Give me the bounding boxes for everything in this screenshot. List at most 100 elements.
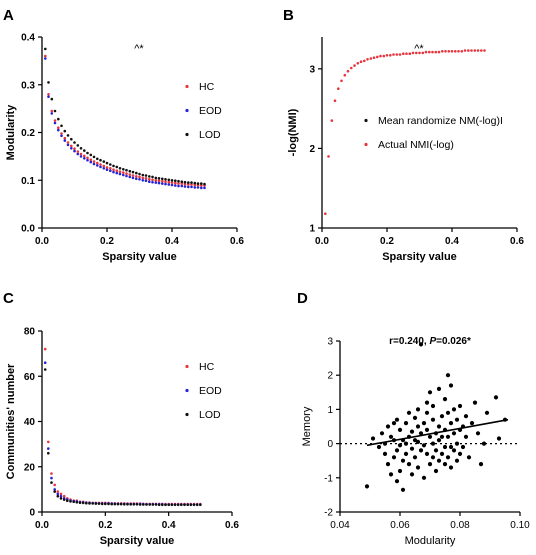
data-point [409, 429, 415, 434]
data-point-eod [115, 171, 119, 175]
data-point-eod [196, 186, 200, 189]
data-point [436, 386, 442, 391]
data-point-eod [89, 160, 93, 164]
legend-marker [364, 142, 368, 147]
data-point-eod [187, 185, 190, 189]
data-point-lod [176, 503, 180, 507]
data-point [376, 444, 382, 450]
data-point-actual-nmi-log- [447, 50, 451, 53]
y-axis-title: -log(NMI) [287, 108, 299, 156]
data-point-lod [193, 181, 197, 185]
data-point-eod [167, 183, 171, 186]
data-point [442, 462, 448, 467]
data-point-eod [161, 182, 164, 185]
data-point-eod [122, 173, 125, 177]
data-point-lod [86, 151, 89, 155]
data-point-actual-nmi-log- [408, 52, 412, 55]
data-point [430, 441, 436, 446]
data-point-lod [129, 503, 132, 506]
data-point-eod [135, 177, 138, 181]
data-point-hc [76, 150, 80, 153]
data-point-lod [123, 503, 126, 506]
data-point [424, 451, 430, 456]
data-point-eod [53, 121, 57, 125]
data-point-lod [53, 109, 57, 113]
data-point-actual-nmi-log- [454, 50, 457, 53]
panel-c: C 0.0 0.2 0.4 0.6 0 20 40 60 80 Sparsity value Comm… [3, 290, 239, 547]
data-point-lod [177, 179, 180, 183]
data-point-actual-nmi-log- [395, 53, 399, 56]
data-point-eod [102, 167, 106, 170]
data-point-hc [174, 181, 177, 185]
data-point [397, 443, 403, 448]
data-point-hc [200, 184, 203, 187]
data-point-eod [47, 95, 50, 98]
data-point-hc [62, 494, 66, 498]
significance-annotation: ^* [134, 43, 144, 55]
data-point-hc [118, 170, 122, 173]
data-point-lod [167, 178, 171, 182]
data-point-lod [192, 503, 196, 507]
y-tick-label: -2 [324, 508, 333, 519]
data-point-hc [102, 164, 106, 168]
x-tick-label: 0.4 [162, 520, 176, 531]
data-point-lod [119, 502, 123, 506]
data-point-eod [44, 57, 47, 60]
data-point-lod [60, 124, 63, 128]
data-point-eod [112, 170, 115, 174]
data-point-lod [122, 168, 125, 171]
data-point [412, 455, 418, 460]
legend-label: EOD [199, 385, 222, 397]
data-point-lod [81, 501, 85, 505]
y-tick-label: 0 [29, 508, 35, 519]
data-point [391, 455, 397, 460]
data-point [403, 441, 409, 446]
data-point-lod [100, 502, 104, 506]
y-tick-label: 2 [309, 144, 315, 155]
data-point-actual-nmi-log- [480, 49, 483, 52]
x-tick-label: 0.2 [380, 236, 394, 247]
data-point-actual-nmi-log- [431, 50, 434, 54]
data-point-lod [167, 503, 170, 507]
data-point-eod [148, 180, 151, 183]
y-tick-label: 0.0 [21, 224, 35, 235]
data-point-hc [83, 154, 86, 158]
data-point-actual-nmi-log- [385, 54, 389, 57]
data-point-lod [70, 137, 73, 141]
data-point-actual-nmi-log- [346, 69, 350, 73]
data-point-hc [66, 141, 70, 144]
data-point-eod [183, 185, 187, 188]
data-point-lod [47, 81, 50, 84]
data-point-actual-nmi-log- [473, 49, 477, 52]
legend-label: Actual NMI(-log) [378, 139, 454, 151]
data-point-lod [144, 174, 148, 177]
data-point-actual-nmi-log- [379, 54, 382, 58]
data-point [472, 400, 478, 405]
y-tick-label: 1 [309, 224, 315, 235]
data-point [460, 444, 466, 450]
data-point-actual-nmi-log- [441, 50, 444, 53]
data-point-eod [99, 165, 102, 169]
data-point-eod [63, 139, 67, 142]
legend-label: Mean randomize NM(-log)I [378, 115, 503, 127]
data-point-actual-nmi-log- [337, 87, 340, 90]
data-point [385, 424, 391, 429]
data-point-hc [60, 132, 63, 135]
data-point [457, 451, 463, 456]
data-point-eod [76, 152, 80, 156]
data-point-actual-nmi-log- [483, 49, 486, 52]
panel-label: C [3, 290, 14, 307]
data-point [364, 484, 370, 489]
data-point [424, 427, 430, 432]
data-point [415, 465, 421, 470]
data-point-lod [105, 161, 109, 165]
data-point [409, 472, 415, 477]
data-point-hc [190, 183, 193, 186]
data-point [427, 462, 433, 467]
x-axis-title: Sparsity value [102, 251, 177, 263]
data-point-hc [73, 147, 76, 150]
data-point [451, 407, 457, 412]
data-point-lod [115, 165, 119, 169]
data-point-hc [161, 179, 164, 183]
legend-marker [364, 118, 368, 123]
